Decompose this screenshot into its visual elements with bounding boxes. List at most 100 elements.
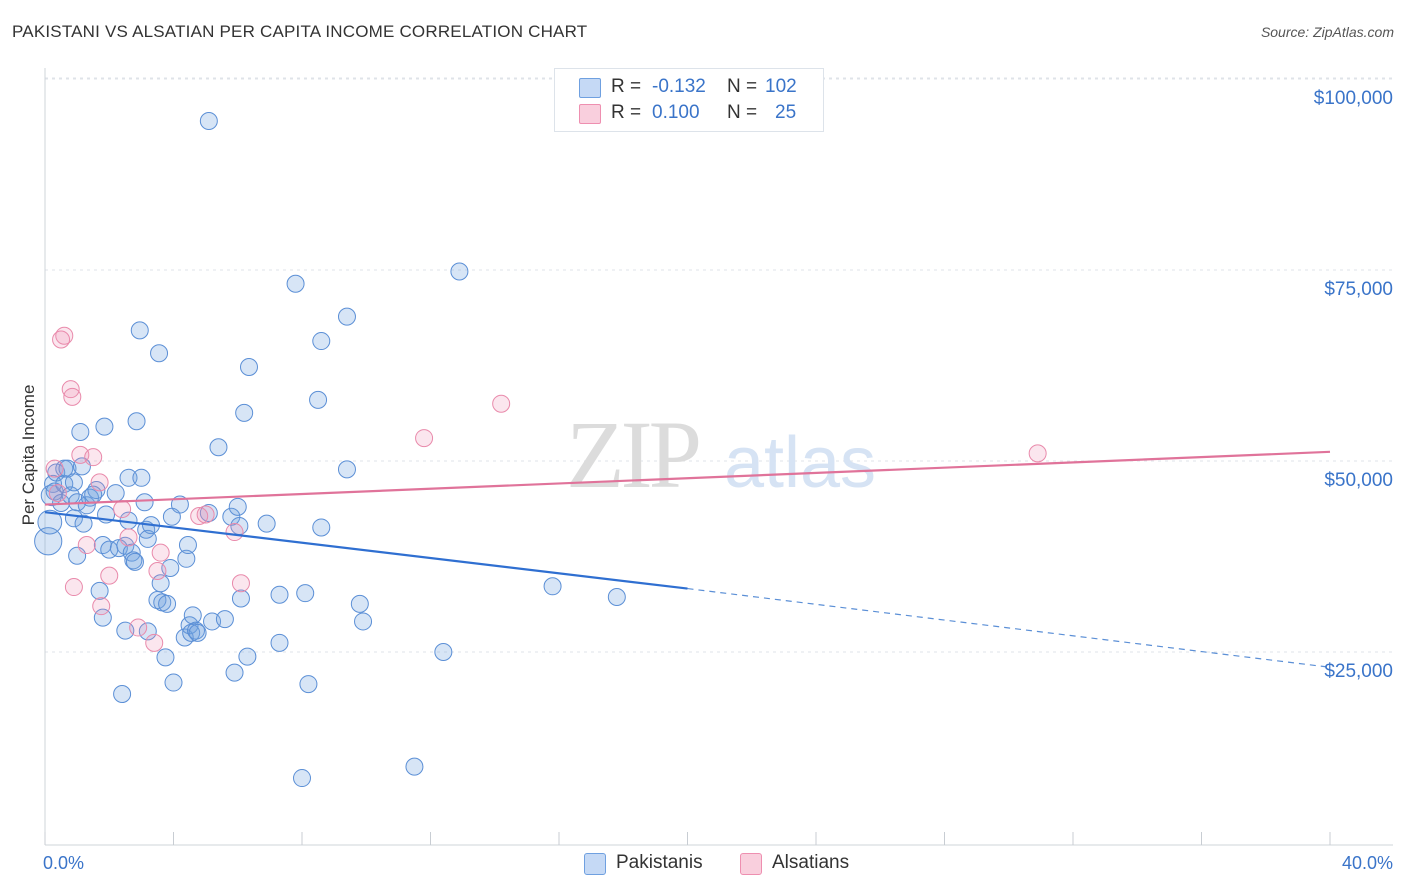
pakistani-point [238, 647, 257, 666]
chart-title: PAKISTANI VS ALSATIAN PER CAPITA INCOME … [12, 22, 588, 41]
trend-lines [44, 450, 1331, 668]
alsatian-point [64, 578, 83, 597]
alsatian-point [63, 387, 82, 406]
alsatian-point [190, 507, 209, 526]
alsatian-point [148, 562, 167, 581]
pakistani-trend-extension [687, 587, 1331, 668]
pakistani-point [37, 509, 63, 535]
watermark-zip: ZIP [566, 401, 699, 508]
stats-legend: R = -0.132 N = 102 R = 0.100 N = 25 [554, 68, 824, 132]
alsatian-point [492, 394, 511, 413]
pakistani-point [127, 412, 146, 431]
alsatian-point [48, 484, 67, 503]
n-value: 25 [775, 102, 797, 123]
pakistani-point [90, 581, 109, 600]
pakistanis-swatch [579, 78, 601, 98]
pakistani-point [74, 514, 93, 533]
pakistani-point [354, 612, 373, 631]
alsatian-point [113, 500, 132, 519]
pakistani-point [135, 493, 154, 512]
alsatian-point [119, 528, 138, 547]
alsatian-point [231, 574, 250, 593]
pakistani-point [119, 468, 138, 487]
pakistani-point [286, 274, 305, 293]
pakistani-point [177, 549, 196, 568]
watermark-atlas: atlas [724, 423, 876, 503]
pakistani-point [543, 577, 562, 596]
pakistani-point [239, 358, 258, 377]
alsatian-point [61, 380, 80, 399]
x-tick-label: 0.0% [43, 853, 84, 873]
alsatian-point [84, 448, 103, 467]
pakistani-point [228, 497, 247, 516]
alsatian-point [77, 536, 96, 555]
pakistani-point [434, 643, 453, 661]
pakistani-point [296, 584, 315, 603]
y-tick-label: $100,000 [1314, 88, 1393, 109]
y-axis-label: Per Capita Income [19, 385, 38, 526]
n-label: N = [727, 76, 758, 97]
pakistani-trend-line [44, 511, 688, 590]
pakistani-point [299, 675, 318, 694]
alsatian-point [145, 633, 164, 652]
pakistani-point [138, 622, 157, 641]
pakistani-point [183, 606, 202, 625]
alsatian-point [151, 543, 170, 562]
alsatian-point [129, 618, 148, 637]
pakistani-point [257, 514, 276, 533]
alsatian-point [1028, 444, 1047, 463]
pakistani-point [270, 585, 289, 604]
pakistanis-legend-swatch [584, 853, 606, 875]
legend-label: Pakistanis [616, 852, 703, 873]
pakistani-point [125, 552, 144, 571]
alsatian-point [415, 429, 434, 448]
pakistani-point [450, 262, 469, 281]
pakistani-point [309, 390, 328, 409]
y-tick-label: $75,000 [1324, 279, 1393, 300]
pakistani-point [106, 484, 125, 503]
pakistani-point [182, 623, 201, 642]
pakistani-point [95, 417, 114, 436]
r-label: R = [611, 76, 642, 97]
pakistani-point [34, 527, 63, 556]
pakistani-point [138, 529, 157, 548]
pakistani-point [132, 468, 151, 487]
pakistani-point [130, 321, 149, 340]
alsatian-point [55, 326, 74, 345]
y-tick-label: $25,000 [1324, 661, 1393, 682]
pakistani-point [55, 474, 74, 493]
pakistani-point [312, 332, 331, 351]
pakistani-point [71, 422, 90, 441]
alsatian-point [100, 566, 119, 585]
r-value: 0.100 [652, 102, 700, 123]
data-points [34, 112, 1047, 788]
pakistani-point [209, 438, 228, 457]
axes [44, 68, 1393, 846]
alsatian-point [90, 473, 109, 492]
pakistani-point [337, 307, 356, 326]
alsatians-legend-swatch [740, 853, 762, 875]
alsatian-point [45, 459, 64, 478]
source-credit: Source: ZipAtlas.com [1260, 24, 1394, 40]
pakistani-point [312, 518, 331, 537]
pakistani-point [235, 403, 254, 422]
pakistani-point [164, 673, 183, 692]
alsatians-swatch [579, 104, 601, 124]
tick-labels: $25,000 $50,000 $75,000 $100,000 0.0% 40.0% [43, 88, 1393, 873]
pakistani-point [337, 460, 356, 479]
n-value: 102 [765, 76, 797, 97]
alsatian-point [92, 597, 111, 616]
pakistani-point [158, 594, 177, 613]
pakistani-point [231, 589, 250, 608]
x-tick-label: 40.0% [1342, 853, 1393, 873]
pakistani-point [215, 610, 234, 629]
pakistani-point [350, 594, 369, 613]
pakistani-point [607, 587, 626, 606]
r-label: R = [611, 102, 642, 123]
alsatian-point [225, 523, 244, 542]
legend-label: Alsatians [772, 852, 850, 873]
pakistani-point [270, 633, 289, 652]
alsatian-trend-line [44, 450, 1331, 506]
pakistani-point [199, 112, 218, 131]
